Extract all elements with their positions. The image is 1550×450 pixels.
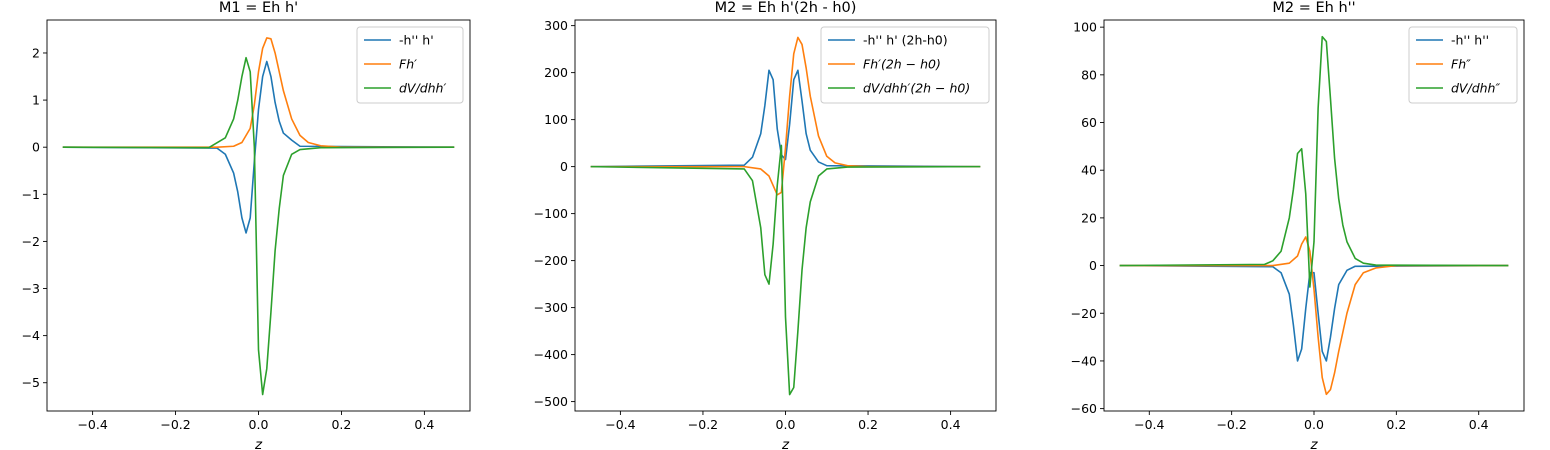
legend-label: Fh″	[1451, 57, 1471, 72]
legend: -h'' h' (2h-h0) Fh′(2h − h0) dV/dhh′(2h − …	[820, 26, 990, 104]
y-tick-label: 200	[544, 65, 568, 80]
chart-series-group	[590, 36, 981, 396]
x-axis-label: z	[781, 437, 790, 450]
y-tick-label: 100	[544, 112, 568, 127]
y-tick-label: −400	[534, 347, 568, 362]
x-tick-label: −0.2	[1216, 417, 1246, 432]
chart-title: M2 = Eh h'(2h - h0)	[715, 0, 857, 16]
x-tick-label: 0.4	[1469, 417, 1489, 432]
legend-box	[1408, 26, 1518, 104]
x-tick-label: 0.0	[249, 417, 269, 432]
x-tick-label: −0.2	[160, 417, 190, 432]
y-tick-label: −5	[22, 375, 40, 390]
y-tick-label: −1	[22, 187, 40, 202]
y-tick-label: −60	[1071, 401, 1097, 416]
x-tick-label: 0.2	[1386, 417, 1406, 432]
chart-series-group	[1119, 35, 1509, 396]
chart-panel-2: −0.4 −0.2 0.0 0.2 0.4 −500 −400 −300 −200 −100 0 10…	[534, 0, 997, 450]
legend-label: -h'' h' (2h-h0)	[863, 33, 948, 48]
y-tick-label: −4	[22, 328, 40, 343]
y-tick-label: −500	[534, 394, 568, 409]
y-tick-label: 0	[1089, 258, 1097, 273]
legend-label: -h'' h''	[1451, 33, 1489, 48]
x-tick-label: 0.2	[858, 417, 878, 432]
legend-label: Fh′	[399, 57, 417, 72]
legend: -h'' h'' Fh″ dV/dhh″	[1408, 26, 1518, 104]
legend-label: dV/dhh′(2h − h0)	[863, 81, 970, 96]
series-line-3	[1119, 35, 1509, 288]
y-tick-label: −20	[1071, 306, 1097, 321]
x-tick-label: 0.4	[414, 417, 434, 432]
y-tick-label: 100	[1073, 20, 1097, 35]
legend-label: Fh′(2h − h0)	[863, 57, 941, 72]
y-tick-label: −3	[22, 281, 40, 296]
y-tick-label: −2	[22, 234, 40, 249]
chart-panel-3: −0.4 −0.2 0.0 0.2 0.4 −60 −40 −20 0 20 40 60 80 100 M2…	[1071, 0, 1525, 450]
series-line-3	[62, 56, 455, 396]
x-axis-label: z	[1309, 437, 1318, 450]
legend-box	[820, 26, 990, 104]
y-tick-label: 2	[32, 45, 40, 60]
x-tick-label: −0.4	[77, 417, 107, 432]
x-tick-label: −0.4	[1134, 417, 1164, 432]
legend: -h'' h' Fh′ dV/dhh′	[356, 26, 464, 104]
x-tick-label: 0.0	[1304, 417, 1324, 432]
x-tick-label: −0.4	[605, 417, 635, 432]
y-tick-label: 40	[1081, 163, 1097, 178]
chart-title: M1 = Eh h'	[219, 0, 298, 16]
y-tick-label: −40	[1071, 353, 1097, 368]
legend-box	[356, 26, 464, 104]
series-line-1	[1119, 264, 1509, 362]
series-line-1	[62, 60, 455, 234]
y-tick-label: −300	[534, 300, 568, 315]
x-axis-label: z	[254, 437, 263, 450]
x-tick-label: 0.2	[331, 417, 351, 432]
y-tick-label: 0	[560, 159, 568, 174]
y-tick-label: −100	[534, 206, 568, 221]
y-tick-label: 20	[1081, 210, 1097, 225]
y-tick-label: 60	[1081, 115, 1097, 130]
series-line-2	[590, 36, 981, 196]
series-line-2	[62, 37, 455, 148]
y-tick-label: 300	[544, 18, 568, 33]
y-tick-label: −200	[534, 253, 568, 268]
legend-label: dV/dhh′	[399, 81, 446, 96]
series-line-2	[1119, 236, 1509, 396]
chart-series-group	[62, 37, 455, 396]
legend-label: -h'' h'	[399, 33, 434, 48]
x-tick-label: 0.4	[941, 417, 961, 432]
series-line-3	[590, 144, 981, 396]
legend-label: dV/dhh″	[1451, 81, 1500, 96]
chart-panel-1: −0.4 −0.2 0.0 0.2 0.4 −5 −4 −3 −2 −1 0 1 2 M1 = Eh h'…	[22, 0, 471, 450]
x-tick-label: 0.0	[776, 417, 796, 432]
y-tick-label: 80	[1081, 67, 1097, 82]
chart-title: M2 = Eh h''	[1272, 0, 1355, 16]
y-tick-label: 1	[32, 93, 40, 108]
series-line-1	[590, 69, 981, 168]
x-tick-label: −0.2	[688, 417, 718, 432]
y-tick-label: 0	[32, 140, 40, 155]
